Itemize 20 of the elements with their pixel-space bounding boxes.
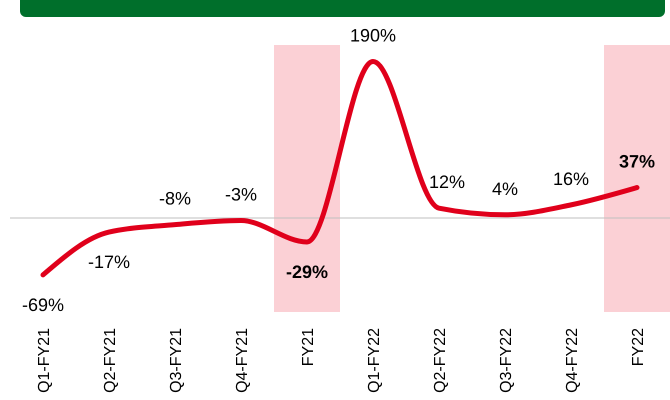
x-tick-label: Q2-FY21 bbox=[102, 328, 119, 393]
data-label: 12% bbox=[428, 172, 466, 192]
x-tick-label: FY21 bbox=[300, 328, 317, 366]
data-label: -17% bbox=[88, 252, 130, 272]
data-label: 4% bbox=[492, 178, 518, 199]
data-label: 190% bbox=[350, 25, 396, 46]
x-tick-label: Q1-FY22 bbox=[366, 328, 383, 393]
x-tick-label: Q3-FY21 bbox=[168, 328, 185, 393]
data-label: -29% bbox=[286, 262, 328, 282]
data-label: -69% bbox=[22, 294, 64, 315]
x-tick-label: Q4-FY22 bbox=[564, 328, 581, 393]
x-tick-label: Q2-FY22 bbox=[432, 328, 449, 393]
x-tick-label: Q1-FY21 bbox=[36, 328, 53, 393]
data-label: -8% bbox=[158, 188, 192, 209]
data-label: 16% bbox=[552, 168, 590, 189]
data-label: -3% bbox=[224, 184, 258, 205]
x-tick-label: Q4-FY21 bbox=[234, 328, 251, 393]
data-label: 37% bbox=[618, 152, 656, 172]
x-tick-label: Q3-FY22 bbox=[498, 328, 515, 393]
x-tick-label: FY22 bbox=[630, 328, 647, 366]
